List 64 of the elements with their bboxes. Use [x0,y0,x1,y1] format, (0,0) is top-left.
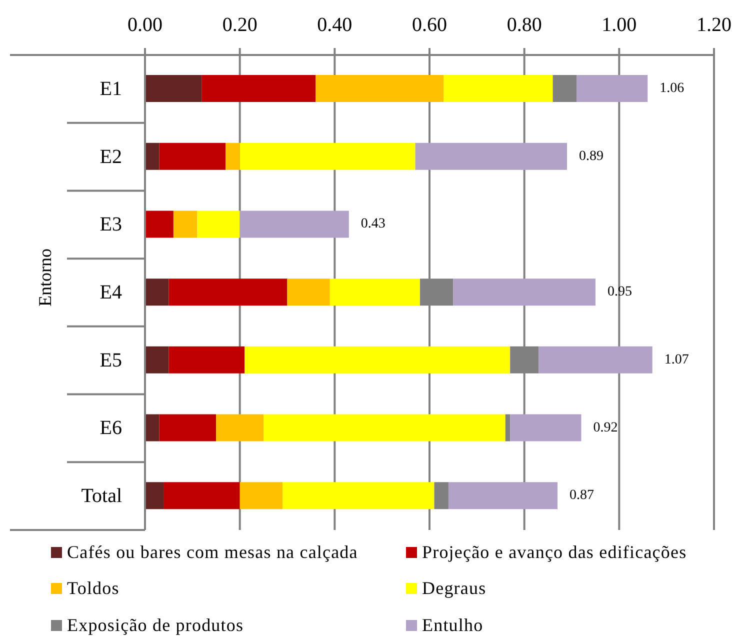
y-tick-label: Total [81,485,122,508]
bar [145,75,202,102]
legend-label: Entulho [422,614,484,636]
total-label: 1.06 [660,81,684,96]
bar [145,346,169,374]
bar [244,346,510,374]
bar [282,482,434,510]
y-tick-label: E1 [100,78,122,100]
bar [240,482,283,510]
bar [145,278,169,306]
bar [145,210,174,238]
y-axis-title: Entorno [35,248,55,306]
bar [552,75,576,102]
total-label: 0.92 [593,420,618,436]
x-tick-label: 1.00 [602,14,637,36]
bar [173,210,198,238]
legend-label: Toldos [67,578,120,599]
bar [202,75,316,102]
legend-label: Degraus [422,578,486,599]
bar [576,75,648,102]
bar [197,210,240,238]
legend-label: Exposição de produtos [67,614,244,636]
bar [226,142,240,170]
x-tick-label: 0.60 [412,14,447,36]
legend-label: Cafés ou bares com mesas na calçada [67,542,358,562]
x-tick-label: 1.20 [696,14,732,36]
legend-label: Projeção e avanço das edificações [422,542,687,562]
y-tick-label: E4 [100,282,122,304]
bar [505,414,510,442]
bar [510,414,582,442]
y-tick-label: E2 [100,146,122,168]
bar [145,414,160,442]
bar [434,482,448,510]
bar [264,414,506,442]
bar [444,75,553,102]
bar [240,210,349,238]
total-label: 1.07 [664,352,689,368]
total-label: 0.95 [607,284,632,300]
y-tick-label: E3 [100,214,122,236]
total-label: 0.87 [570,488,594,504]
bar [216,414,264,442]
bar [316,75,444,102]
bar [240,142,416,170]
x-tick-label: 0.40 [317,14,352,36]
bar [159,414,216,442]
total-label: 0.43 [360,216,386,232]
x-tick-label: 0.20 [222,14,258,36]
bar [448,482,558,510]
bar [145,142,160,170]
y-tick-label: E6 [100,417,122,440]
x-tick-label: 0.00 [128,14,162,36]
bar [159,142,226,170]
bar [164,482,240,510]
x-tick-label: 0.80 [506,14,542,36]
bar [415,142,568,170]
total-label: 0.89 [579,148,604,164]
bar [538,346,652,374]
bar [453,278,596,306]
bar [168,346,245,374]
bar [145,482,164,510]
bar [287,278,330,306]
bar [330,278,420,306]
y-tick-label: E5 [100,349,122,372]
bar [168,278,288,306]
